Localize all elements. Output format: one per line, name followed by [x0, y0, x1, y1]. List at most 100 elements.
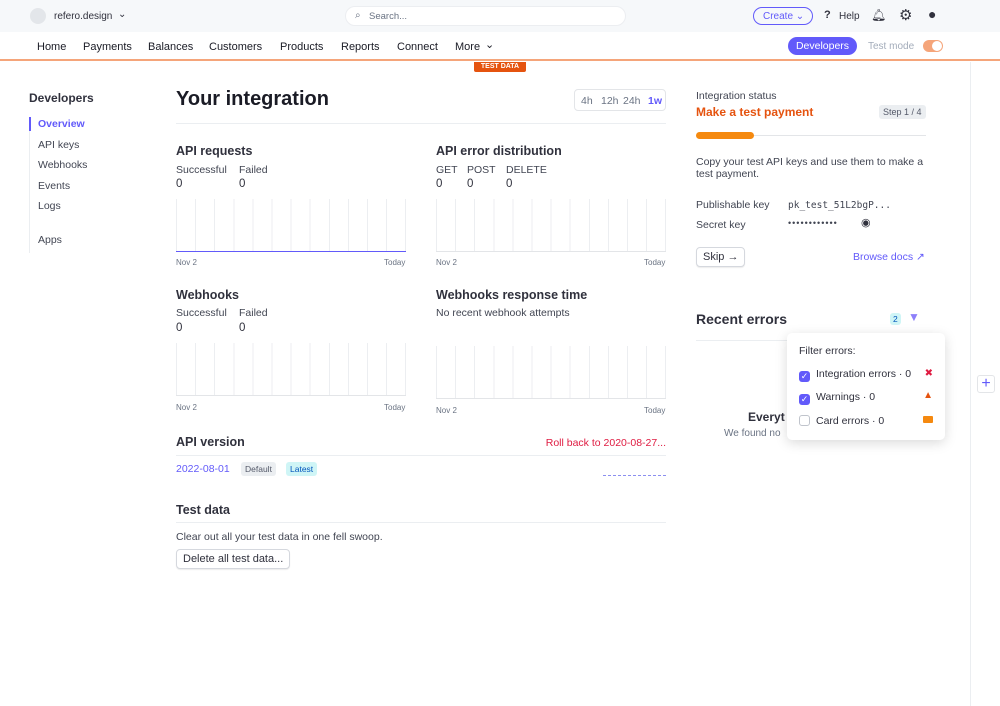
help-icon[interactable]: ? [824, 9, 831, 21]
delete-test-data-button[interactable]: Delete all test data... [176, 549, 291, 569]
error-circle-icon: ✖ [924, 368, 933, 379]
axis-end: Today [384, 258, 406, 267]
delete-value: 0 [506, 178, 513, 190]
checkbox-checked[interactable]: ✓ [799, 394, 810, 405]
help-button[interactable]: Help [839, 11, 860, 22]
range-4h[interactable]: 4h [581, 95, 593, 107]
webhooks-response-chart [436, 346, 666, 399]
test-mode-label: Test mode [868, 41, 915, 52]
api-error-chart [436, 199, 666, 252]
nav-more[interactable]: More [455, 41, 481, 53]
post-label: POST [467, 164, 496, 176]
failed-value: 0 [239, 178, 246, 190]
sidebar-item-apps[interactable]: Apps [38, 234, 62, 246]
chevron-down-icon: ⌄ [485, 39, 495, 51]
checkbox-checked[interactable]: ✓ [799, 371, 810, 382]
gear-icon[interactable]: ⚙ [899, 7, 913, 24]
axis-end: Today [644, 258, 666, 267]
rollback-link[interactable]: Roll back to 2020-08-27... [545, 437, 666, 449]
filter-icon[interactable]: ▼ [908, 310, 920, 324]
range-1w[interactable]: 1w [648, 95, 663, 107]
account-switcher[interactable]: refero.design [54, 11, 113, 22]
nav-reports[interactable]: Reports [341, 41, 380, 53]
nav-home[interactable]: Home [37, 41, 67, 53]
account-icon [30, 8, 46, 24]
eye-icon[interactable]: ◉ [861, 217, 871, 229]
recent-errors-title: Recent errors [696, 311, 788, 327]
step-badge: Step 1 / 4 [879, 105, 926, 119]
developers-button[interactable]: Developers [788, 37, 857, 55]
user-icon[interactable]: ● [928, 6, 937, 22]
search-input[interactable]: ⌕ Search... [345, 6, 626, 26]
get-value: 0 [436, 178, 443, 190]
test-data-title: Test data [176, 503, 230, 517]
browse-docs-link[interactable]: Browse docs ↗ [853, 251, 925, 263]
sidebar-item-logs[interactable]: Logs [38, 200, 61, 212]
axis-start: Nov 2 [436, 258, 457, 267]
failed-value: 0 [239, 322, 246, 334]
range-12h[interactable]: 12h [601, 95, 619, 107]
successful-label: Successful [176, 164, 227, 176]
search-icon: ⌕ [355, 10, 361, 21]
test-data-description: Clear out all your test data in one fell… [176, 531, 383, 543]
divider [603, 475, 666, 476]
webhooks-chart [176, 343, 406, 396]
checkbox-unchecked[interactable] [799, 415, 810, 426]
api-version-title: API version [176, 435, 245, 449]
default-badge: Default [241, 462, 276, 476]
nav-customers[interactable]: Customers [209, 41, 263, 53]
delete-label: DELETE [506, 164, 547, 176]
empty-title: Everyt [748, 410, 785, 424]
skip-button[interactable]: Skip → [696, 247, 746, 267]
api-version-value[interactable]: 2022-08-01 [176, 463, 230, 475]
test-data-badge: TEST DATA [474, 62, 526, 72]
api-requests-title: API requests [176, 144, 253, 158]
integration-status-label: Integration status [696, 90, 777, 102]
webhooks-title: Webhooks [176, 288, 239, 302]
successful-value: 0 [176, 322, 183, 334]
successful-value: 0 [176, 178, 183, 190]
nav-balances[interactable]: Balances [148, 41, 194, 53]
publishable-key-value[interactable]: pk_test_51L2bgP... [788, 200, 891, 211]
latest-badge: Latest [286, 462, 318, 476]
bell-icon[interactable]: 🔔︎ [871, 8, 887, 22]
axis-start: Nov 2 [436, 406, 457, 415]
sidebar-title: Developers [29, 91, 94, 105]
webhooks-response-time-title: Webhooks response time [436, 288, 588, 302]
failed-label: Failed [239, 307, 268, 319]
range-24h[interactable]: 24h [623, 95, 641, 107]
create-button[interactable]: Create ⌄ [753, 7, 813, 25]
nav-products[interactable]: Products [280, 41, 324, 53]
api-requests-chart [176, 199, 406, 252]
filter-card-errors[interactable]: Card errors · 0 [799, 415, 884, 427]
sidebar-item-overview[interactable]: Overview [38, 118, 85, 130]
secret-key-label: Secret key [696, 219, 746, 231]
add-button[interactable]: + [977, 375, 995, 393]
nav-payments[interactable]: Payments [83, 41, 132, 53]
post-value: 0 [467, 178, 474, 190]
filter-warnings[interactable]: ✓ Warnings · 0 [799, 391, 876, 405]
external-link-icon: ↗ [916, 251, 925, 263]
axis-start: Nov 2 [176, 403, 197, 412]
no-webhooks-text: No recent webhook attempts [436, 307, 570, 319]
divider [176, 123, 666, 124]
search-placeholder: Search... [369, 11, 408, 22]
chevron-down-icon[interactable]: ⌄ [118, 9, 127, 20]
get-label: GET [436, 164, 458, 176]
warning-icon: ▲ [923, 390, 933, 401]
sidebar-active-indicator [29, 117, 31, 131]
nav-connect[interactable]: Connect [397, 41, 438, 53]
failed-label: Failed [239, 164, 268, 176]
test-mode-toggle[interactable] [923, 40, 943, 52]
axis-start: Nov 2 [176, 258, 197, 267]
publishable-key-label: Publishable key [696, 199, 770, 211]
divider [176, 522, 666, 523]
sidebar-item-api-keys[interactable]: API keys [38, 139, 80, 151]
sidebar-item-webhooks[interactable]: Webhooks [38, 159, 88, 171]
filter-errors-popover: Filter errors: ✓ Integration errors · 0 ✖… [787, 333, 945, 440]
filter-integration-errors[interactable]: ✓ Integration errors · 0 [799, 368, 912, 382]
card-icon [923, 416, 933, 423]
empty-description: We found no [724, 428, 781, 439]
sidebar-item-events[interactable]: Events [38, 180, 71, 192]
page-title: Your integration [176, 88, 329, 110]
